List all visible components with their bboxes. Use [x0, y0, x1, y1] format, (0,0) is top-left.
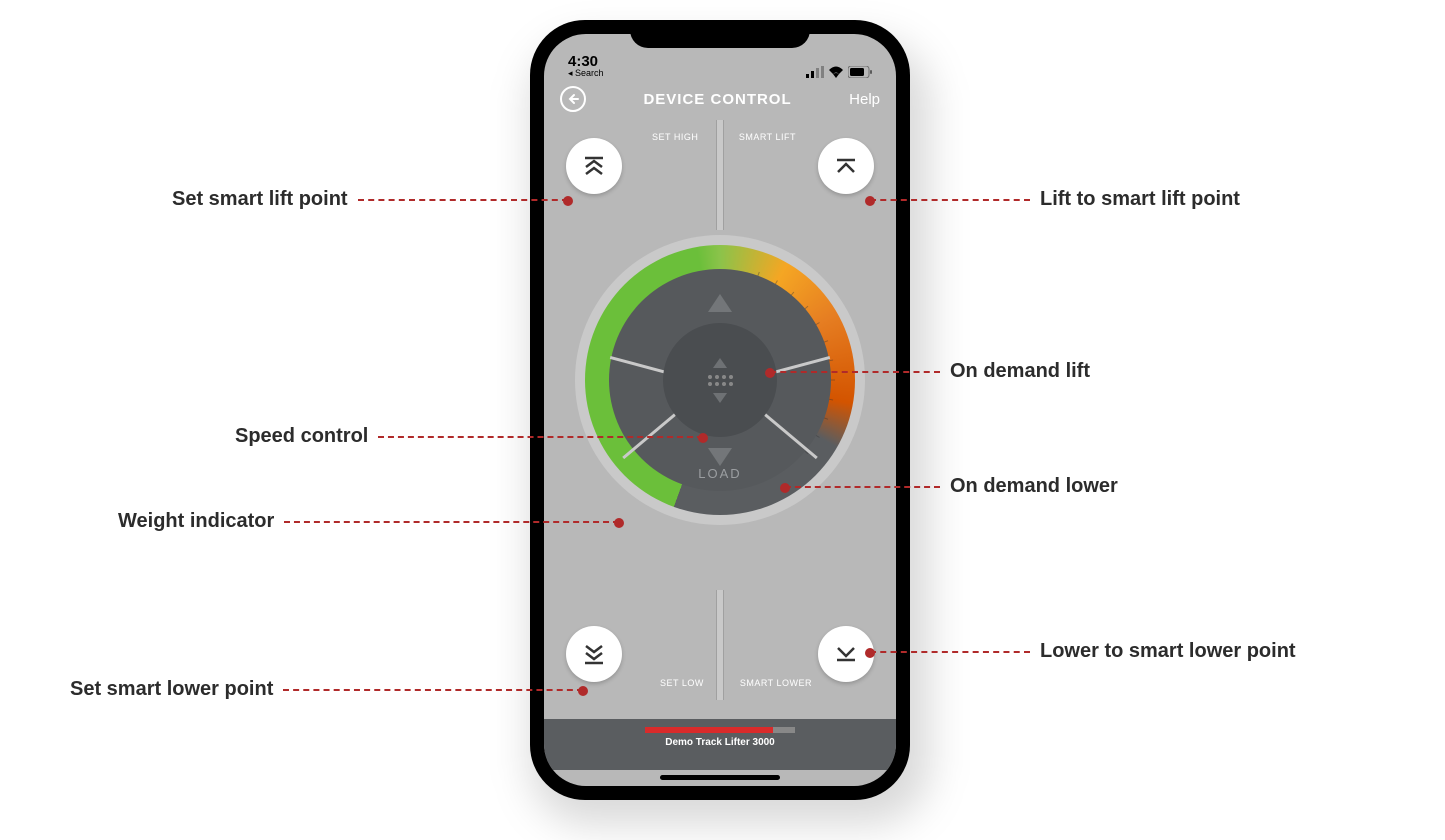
chevron-up-bar-icon: [833, 153, 859, 179]
status-time: 4:30: [568, 54, 638, 69]
triangle-up-icon: [705, 292, 735, 314]
nav-header: DEVICE CONTROL Help: [544, 78, 896, 120]
home-indicator[interactable]: [660, 775, 780, 780]
double-chevron-up-bar-icon: [581, 153, 607, 179]
smart-lower-label: SMART LOWER: [740, 678, 812, 688]
page-title: DEVICE CONTROL: [586, 91, 849, 108]
phone-notch: [630, 20, 810, 48]
status-back-search[interactable]: ◂ Search: [568, 69, 638, 78]
set-low-label: SET LOW: [660, 678, 704, 688]
callout-speed-control: Speed control: [225, 425, 703, 448]
speed-control-button[interactable]: [663, 323, 777, 437]
set-high-button[interactable]: [566, 138, 622, 194]
callout-set-smart-lift: Set smart lift point: [162, 188, 568, 211]
load-label: LOAD: [698, 466, 741, 481]
phone-screen: 4:30 ◂ Search DEVICE CONTROL Help SET: [544, 34, 896, 786]
callout-lift-to-smart: Lift to smart lift point: [870, 188, 1250, 211]
footer-bar: Demo Track Lifter 3000: [544, 719, 896, 770]
callout-on-demand-lower: On demand lower: [785, 475, 1128, 498]
callout-set-smart-lower: Set smart lower point: [60, 678, 583, 701]
callout-weight-indicator: Weight indicator: [108, 510, 619, 533]
device-status-fill: [645, 727, 773, 733]
device-status-bar: [645, 727, 795, 733]
signal-icon: [806, 66, 824, 78]
control-area: SET HIGH SMART LIFT SET LOW SMART LOWER: [544, 120, 896, 700]
set-high-label: SET HIGH: [652, 132, 698, 142]
set-low-button[interactable]: [566, 626, 622, 682]
status-icons: [806, 66, 872, 78]
double-chevron-down-bar-icon: [581, 641, 607, 667]
callout-on-demand-lift: On demand lift: [770, 360, 1100, 383]
back-button[interactable]: [560, 86, 586, 112]
help-button[interactable]: Help: [849, 91, 880, 108]
device-name-label: Demo Track Lifter 3000: [544, 737, 896, 748]
smart-lift-button[interactable]: [818, 138, 874, 194]
speed-grip-icon: [708, 375, 733, 386]
triangle-down-icon: [705, 446, 735, 468]
smart-lift-label: SMART LIFT: [739, 132, 796, 142]
callout-lower-to-smart: Lower to smart lower point: [870, 640, 1306, 663]
wifi-icon: [828, 66, 844, 78]
battery-icon: [848, 66, 872, 78]
chevron-down-bar-icon: [833, 641, 859, 667]
small-triangle-up-icon: [712, 357, 728, 369]
back-arrow-icon: [567, 93, 579, 105]
phone-frame: 4:30 ◂ Search DEVICE CONTROL Help SET: [530, 20, 910, 800]
small-triangle-down-icon: [712, 392, 728, 404]
